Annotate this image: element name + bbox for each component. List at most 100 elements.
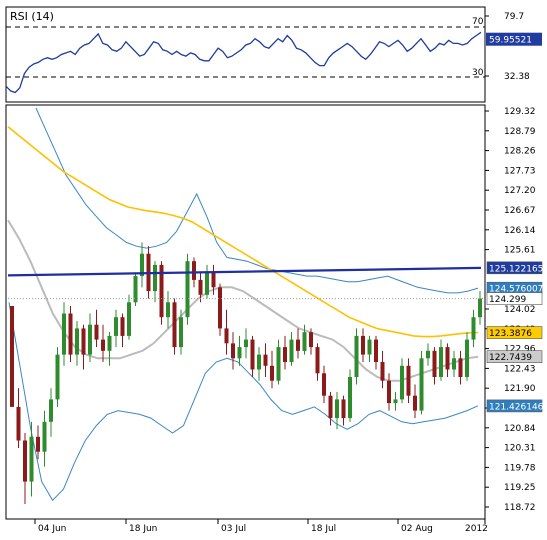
candle-body (198, 279, 203, 295)
candle-body (185, 261, 190, 318)
candle-body (94, 324, 99, 340)
candle-body (55, 354, 60, 400)
candle-body (426, 350, 430, 359)
candlestick (218, 283, 222, 336)
candlestick (185, 253, 190, 325)
candle-body (159, 264, 164, 318)
price-value-badge-text: 122.7439 (489, 353, 532, 363)
candle-body (23, 440, 27, 482)
moving-averages (7, 126, 479, 382)
price-value-badge-bg (486, 399, 543, 413)
candle-body (114, 317, 118, 336)
price-value-badge: 121.426146 (486, 399, 544, 413)
price-value-badge-bg (486, 350, 543, 364)
candle-body (81, 328, 86, 355)
candlestick (296, 328, 300, 359)
price-value-badge: 123.3876 (486, 326, 543, 339)
candle-body (283, 347, 287, 362)
candlestick (465, 332, 469, 381)
candle-body (62, 313, 66, 355)
candlestick (289, 332, 294, 366)
rsi-axis-tick-low: 32.38 (504, 72, 530, 82)
candle-body (400, 365, 404, 400)
candle-body (374, 339, 378, 362)
candle-body (127, 302, 131, 336)
candle-body (419, 358, 424, 411)
candle-body (309, 332, 313, 348)
candlestick (224, 309, 229, 355)
candlestick (426, 343, 430, 366)
candle-body (237, 347, 242, 359)
candle-body (250, 339, 255, 370)
price-value-badge-text: 124.576007 (489, 285, 543, 295)
candlestick (471, 309, 476, 348)
candlestick (367, 335, 372, 363)
candle-body (140, 253, 144, 277)
candlestick (315, 343, 320, 381)
short-moving-average-line (7, 219, 479, 382)
candle-body (328, 395, 333, 419)
candlestick (68, 306, 73, 363)
candlestick (205, 264, 209, 299)
candlestick (387, 373, 391, 411)
candlestick (140, 242, 144, 288)
candle-body (302, 332, 307, 351)
rsi-level-70-label: 70 (472, 17, 484, 27)
candlestick (380, 350, 385, 389)
rsi-level-30-label: 30 (472, 68, 484, 78)
candle-body (361, 335, 365, 355)
y-tick-label: 125.61 (504, 246, 536, 256)
rsi-current-value: 59.95521 (489, 36, 532, 46)
candlestick (237, 335, 242, 366)
candlestick (23, 433, 27, 505)
price-value-badge-text: 123.3876 (489, 329, 532, 339)
price-value-badge-bg (486, 326, 543, 339)
candlestick (452, 350, 456, 377)
y-tick-label: 118.72 (504, 503, 536, 513)
y-tick-label: 122.96 (504, 345, 536, 355)
candlestick (328, 391, 333, 426)
upper-band-line (35, 107, 479, 294)
candlestick (107, 332, 112, 366)
candlestick (478, 291, 482, 325)
candle-body (16, 406, 21, 441)
candle-body (380, 362, 385, 381)
candlestick (309, 328, 313, 355)
bollinger-bands (8, 107, 479, 502)
candlestick (341, 395, 346, 426)
candle-body (348, 377, 352, 419)
candle-body (439, 347, 443, 377)
candle-body (263, 354, 268, 366)
candle-body (218, 287, 222, 329)
candlestick (49, 388, 53, 437)
candlestick (133, 272, 138, 307)
candle-body (36, 436, 40, 452)
y-tick-label: 128.79 (504, 127, 536, 137)
candle-body (471, 317, 476, 340)
y-tick-label: 124.02 (504, 305, 536, 315)
candlestick (257, 347, 261, 381)
candle-body (393, 399, 398, 404)
candle-body (211, 272, 216, 288)
candlestick (458, 350, 463, 385)
y-tick-label: 128.26 (504, 147, 536, 157)
candlestick (445, 343, 450, 377)
candlestick (36, 425, 40, 460)
candle-body (315, 347, 320, 374)
price-value-badge-text: 121.426146 (489, 402, 544, 412)
y-tick-label: 119.78 (504, 463, 536, 473)
candle-body (101, 339, 105, 351)
candle-body (387, 380, 391, 404)
candlestick (276, 339, 281, 385)
candlestick (400, 358, 404, 404)
candle-body (276, 347, 281, 381)
candle-body (452, 358, 456, 370)
long-moving-average-line (7, 126, 479, 338)
candle-body (296, 339, 300, 351)
price-value-badge-text: 124.299 (489, 295, 526, 305)
candlestick (179, 309, 183, 355)
candle-body (120, 317, 125, 336)
